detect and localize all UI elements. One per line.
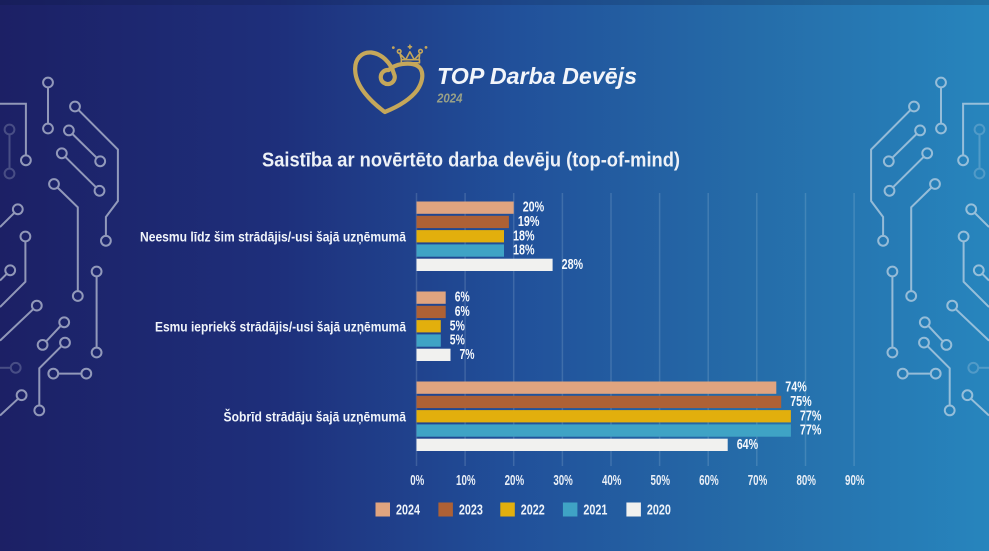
svg-text:Esmu iepriekš strādājis/-usi š: Esmu iepriekš strādājis/-usi šajā uzņēmu… [155, 318, 406, 334]
svg-text:Saistība ar novērtēto darba de: Saistība ar novērtēto darba devēju (top-… [262, 149, 680, 172]
svg-text:70%: 70% [748, 473, 768, 489]
svg-text:30%: 30% [553, 473, 573, 489]
svg-text:20%: 20% [523, 200, 545, 216]
svg-text:0%: 0% [410, 473, 424, 489]
svg-text:2021: 2021 [583, 503, 607, 519]
svg-text:2024: 2024 [436, 92, 462, 106]
svg-text:19%: 19% [518, 214, 540, 230]
svg-text:18%: 18% [513, 243, 535, 259]
svg-text:6%: 6% [455, 290, 470, 306]
svg-text:6%: 6% [455, 304, 470, 320]
svg-text:64%: 64% [737, 437, 759, 453]
svg-text:TOP Darba Devējs: TOP Darba Devējs [437, 63, 637, 89]
svg-text:5%: 5% [450, 318, 465, 334]
svg-text:7%: 7% [460, 347, 475, 363]
svg-text:90%: 90% [845, 473, 865, 489]
svg-text:77%: 77% [800, 423, 822, 439]
svg-text:20%: 20% [505, 473, 525, 489]
svg-text:75%: 75% [790, 394, 812, 410]
svg-text:18%: 18% [513, 228, 535, 244]
svg-text:5%: 5% [450, 333, 465, 349]
svg-text:40%: 40% [602, 473, 622, 489]
svg-text:60%: 60% [699, 473, 719, 489]
svg-text:74%: 74% [785, 380, 807, 396]
svg-text:2024: 2024 [396, 503, 420, 519]
svg-text:10%: 10% [456, 473, 476, 489]
svg-text:80%: 80% [796, 473, 816, 489]
svg-text:Neesmu līdz šim strādājis/-usi: Neesmu līdz šim strādājis/-usi šajā uzņē… [140, 228, 406, 244]
svg-text:2022: 2022 [521, 503, 545, 519]
svg-text:28%: 28% [562, 257, 584, 273]
svg-text:2023: 2023 [459, 503, 483, 519]
svg-text:Šobrīd strādāju šajā uzņēmumā: Šobrīd strādāju šajā uzņēmumā [224, 407, 407, 424]
svg-text:50%: 50% [651, 473, 671, 489]
svg-text:77%: 77% [800, 408, 822, 424]
svg-text:2020: 2020 [647, 503, 671, 519]
